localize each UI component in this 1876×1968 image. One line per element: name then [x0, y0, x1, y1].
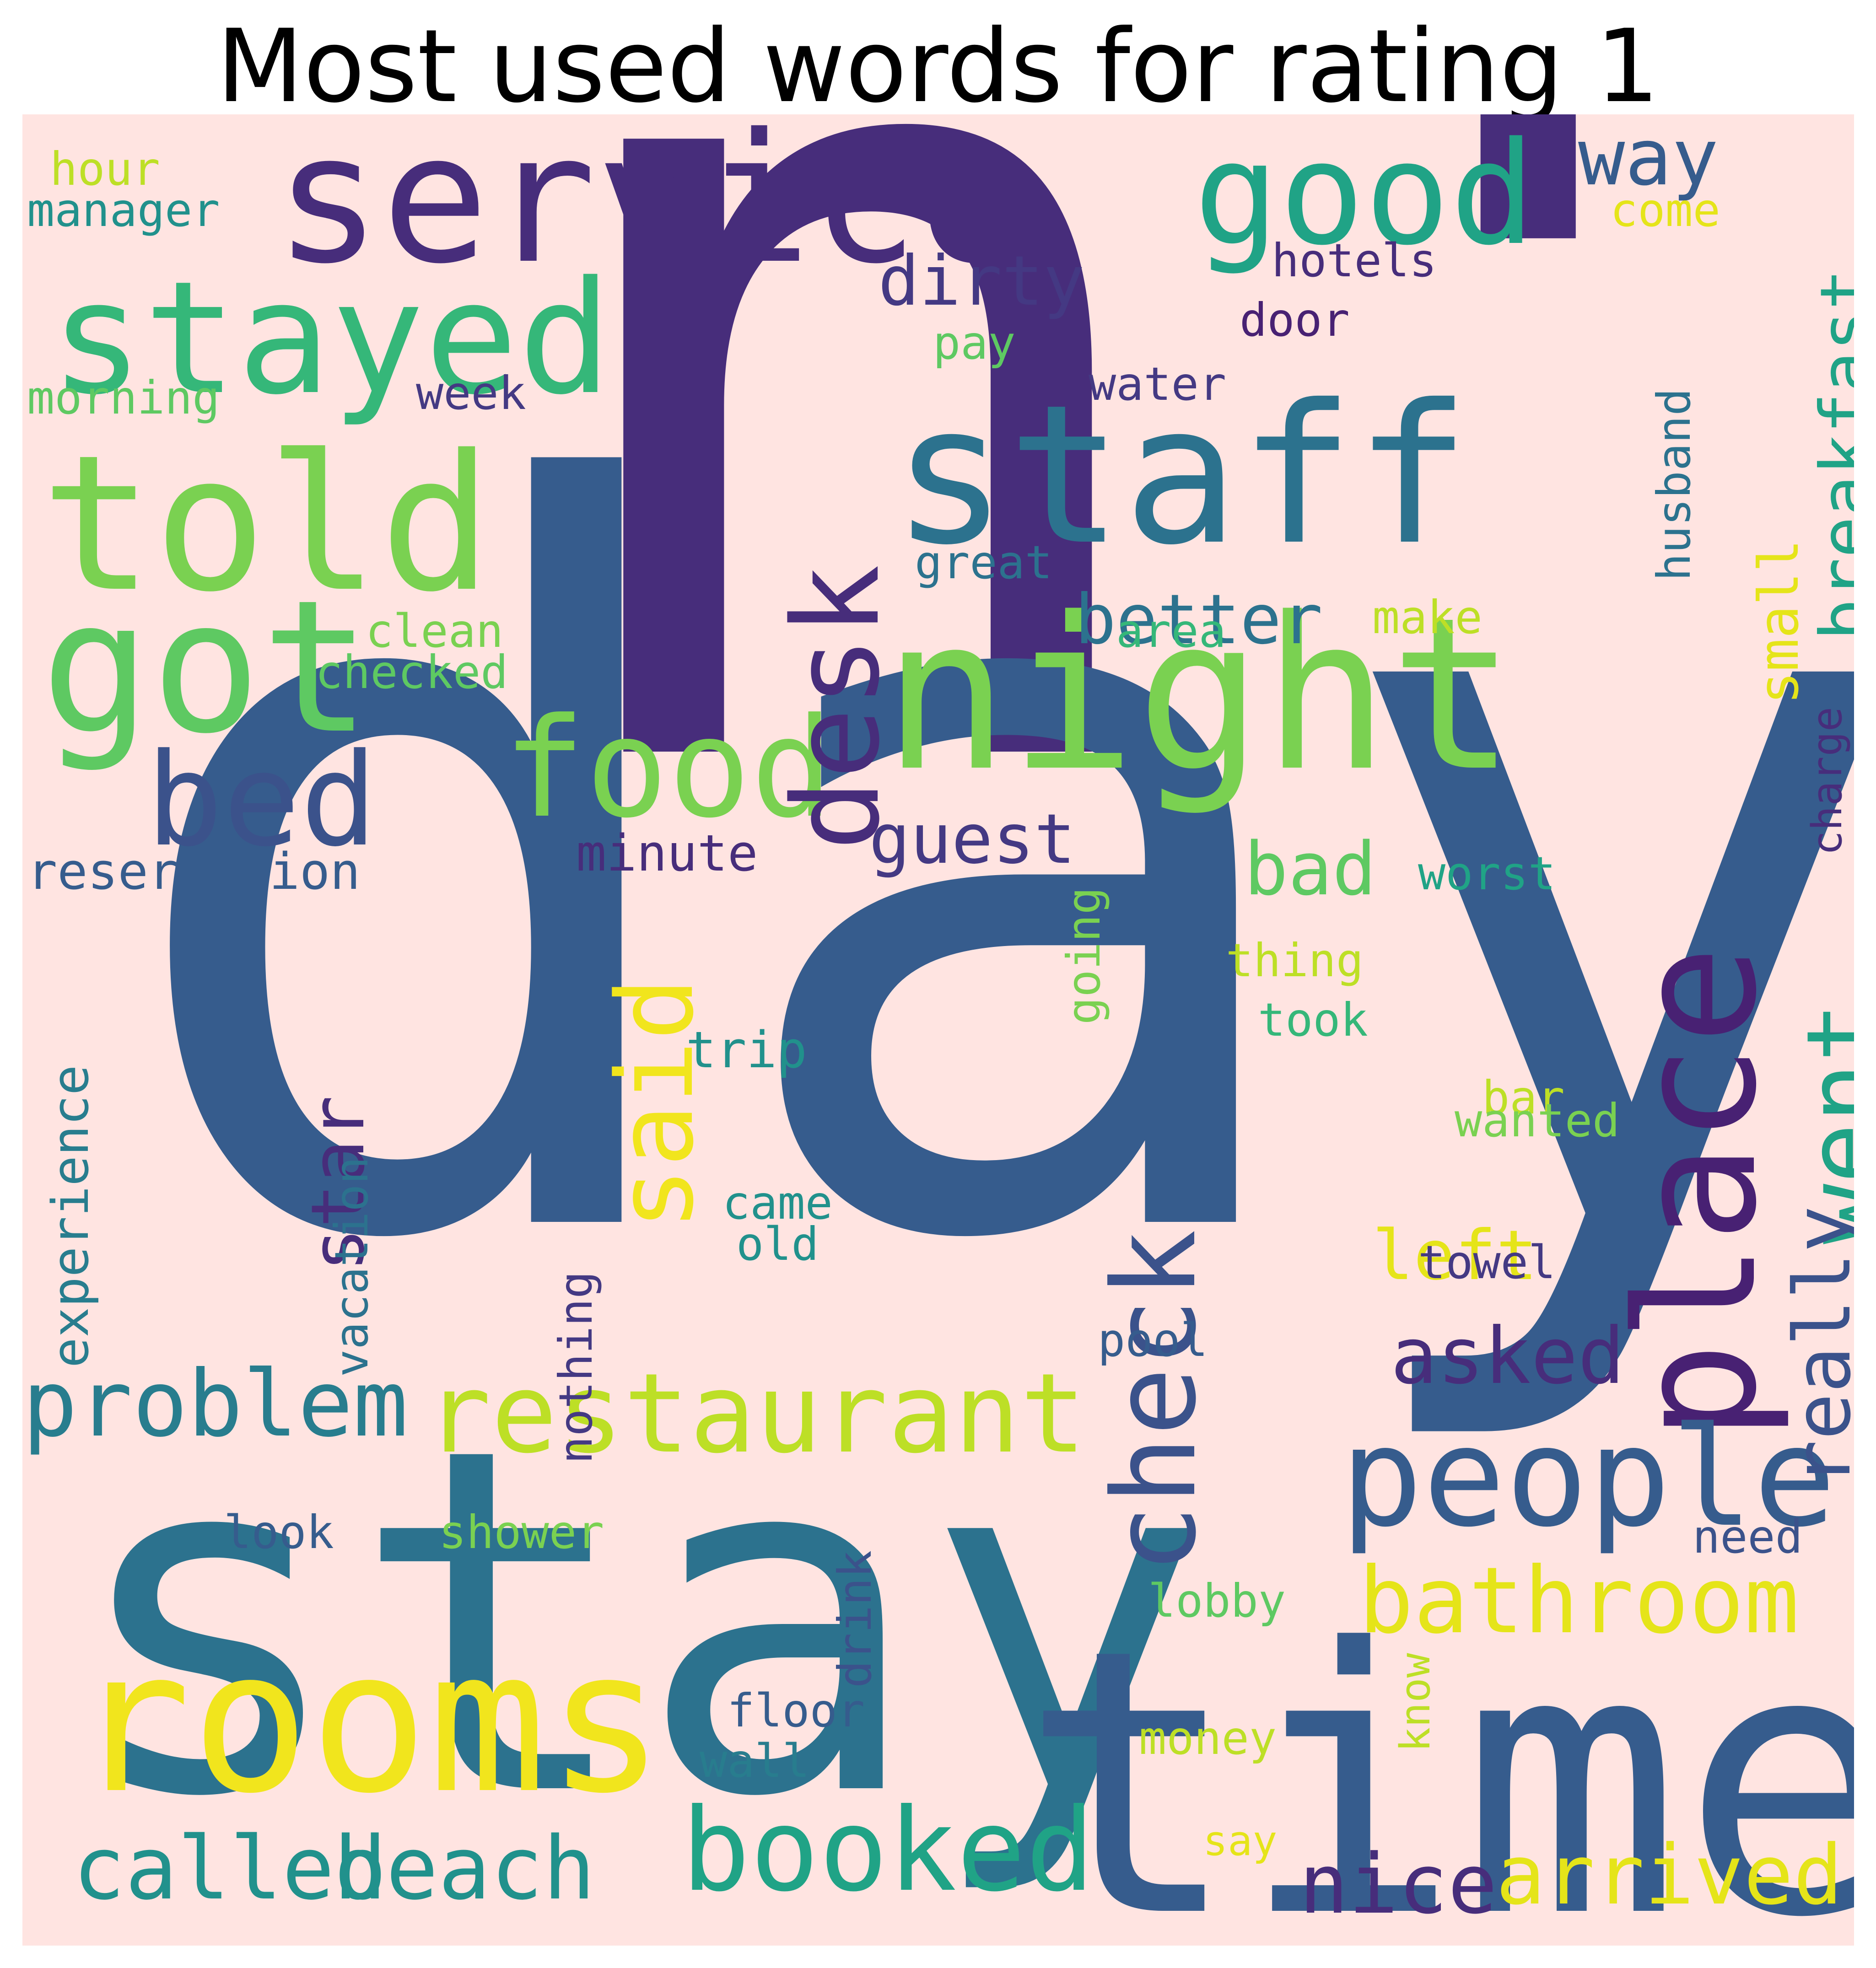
- word-pay: pay: [933, 316, 1016, 370]
- word-week: week: [416, 366, 526, 420]
- word-hotels: hotels: [1272, 234, 1437, 287]
- word-trip: trip: [686, 1021, 807, 1079]
- word-way: way: [1578, 114, 1719, 203]
- word-stayed: stayed: [50, 248, 612, 429]
- word-thing: thing: [1226, 934, 1364, 987]
- word-drink: drink: [828, 1550, 882, 1688]
- word-make: make: [1372, 591, 1482, 644]
- word-lobby: lobby: [1148, 1574, 1286, 1628]
- word-floor: floor: [727, 1684, 865, 1737]
- word-said: said: [595, 977, 717, 1231]
- word-checked: checked: [315, 645, 508, 699]
- word-rooms: rooms: [73, 1608, 665, 1837]
- word-took: took: [1258, 993, 1368, 1047]
- word-nice: nice: [1299, 1837, 1498, 1932]
- chart-title: Most used words for rating 1: [216, 8, 1660, 125]
- word-breakfast: breakfast: [1806, 269, 1854, 640]
- word-minute: minute: [576, 824, 758, 882]
- word-really: really: [1778, 1205, 1854, 1487]
- word-pool: pool: [1098, 1313, 1208, 1367]
- word-going: going: [1057, 887, 1111, 1025]
- word-arrived: arrived: [1496, 1828, 1843, 1923]
- word-got: got: [41, 561, 372, 774]
- word-say: say: [1203, 1817, 1278, 1865]
- word-food: food: [503, 688, 834, 848]
- word-manager: manager: [27, 183, 220, 237]
- word-door: door: [1240, 293, 1350, 347]
- word-guest: guest: [869, 800, 1076, 879]
- word-night: night: [883, 573, 1516, 817]
- word-good: good: [1194, 114, 1536, 277]
- word-nothing: nothing: [549, 1271, 603, 1464]
- word-bed: bed: [146, 726, 377, 875]
- word-dirty: dirty: [878, 242, 1085, 321]
- word-small: small: [1747, 539, 1811, 704]
- word-old: old: [736, 1217, 819, 1271]
- word-beach: beach: [334, 1818, 595, 1919]
- word-staff: staff: [892, 364, 1471, 587]
- word-day: day: [109, 288, 1854, 1459]
- word-booked: booked: [681, 1784, 1095, 1917]
- word-experience: experience: [41, 1065, 100, 1368]
- word-husband: husband: [1647, 388, 1701, 581]
- word-people: people: [1340, 1398, 1836, 1557]
- word-shower: shower: [439, 1506, 604, 1559]
- word-money: money: [1139, 1711, 1277, 1765]
- word-stay: stay: [64, 1347, 1210, 1901]
- word-great: great: [915, 536, 1053, 589]
- word-service: service: [274, 114, 1026, 303]
- word-n-t: n't: [517, 114, 1854, 1016]
- word-wanted: wanted: [1455, 1094, 1620, 1147]
- word-bad: bad: [1244, 826, 1376, 912]
- word-place: place: [1601, 945, 1793, 1441]
- word-called: called: [73, 1818, 387, 1919]
- word-reservation: reservation: [27, 842, 361, 901]
- word-asked: asked: [1391, 1311, 1625, 1402]
- word-bar: bar: [1482, 1071, 1565, 1124]
- word-clean: clean: [366, 604, 504, 658]
- word-look: look: [224, 1506, 334, 1559]
- word-know: know: [1391, 1653, 1439, 1752]
- word-restaurant: restaurant: [425, 1350, 1086, 1478]
- word-come: come: [1610, 183, 1720, 237]
- word-vacation: vacation: [325, 1156, 378, 1377]
- word-left: left: [1372, 1216, 1538, 1296]
- word-charge: charge: [1803, 706, 1851, 855]
- word-water: water: [1089, 357, 1227, 411]
- word-morning: morning: [27, 371, 220, 425]
- word-problem: problem: [22, 1351, 408, 1457]
- word-wall: wall: [700, 1734, 810, 1788]
- word-towel: towel: [1418, 1236, 1556, 1289]
- word-time: time: [1020, 1571, 1854, 1946]
- word-hour: hour: [50, 142, 160, 196]
- word-need: need: [1693, 1510, 1803, 1564]
- word-area: area: [1116, 604, 1226, 658]
- word-worst: worst: [1418, 847, 1556, 900]
- word-better: better: [1075, 580, 1323, 660]
- word-came: came: [722, 1176, 833, 1230]
- word-check: check: [1088, 1229, 1221, 1574]
- word-told: told: [41, 414, 493, 633]
- word-bathroom: bathroom: [1358, 1548, 1800, 1654]
